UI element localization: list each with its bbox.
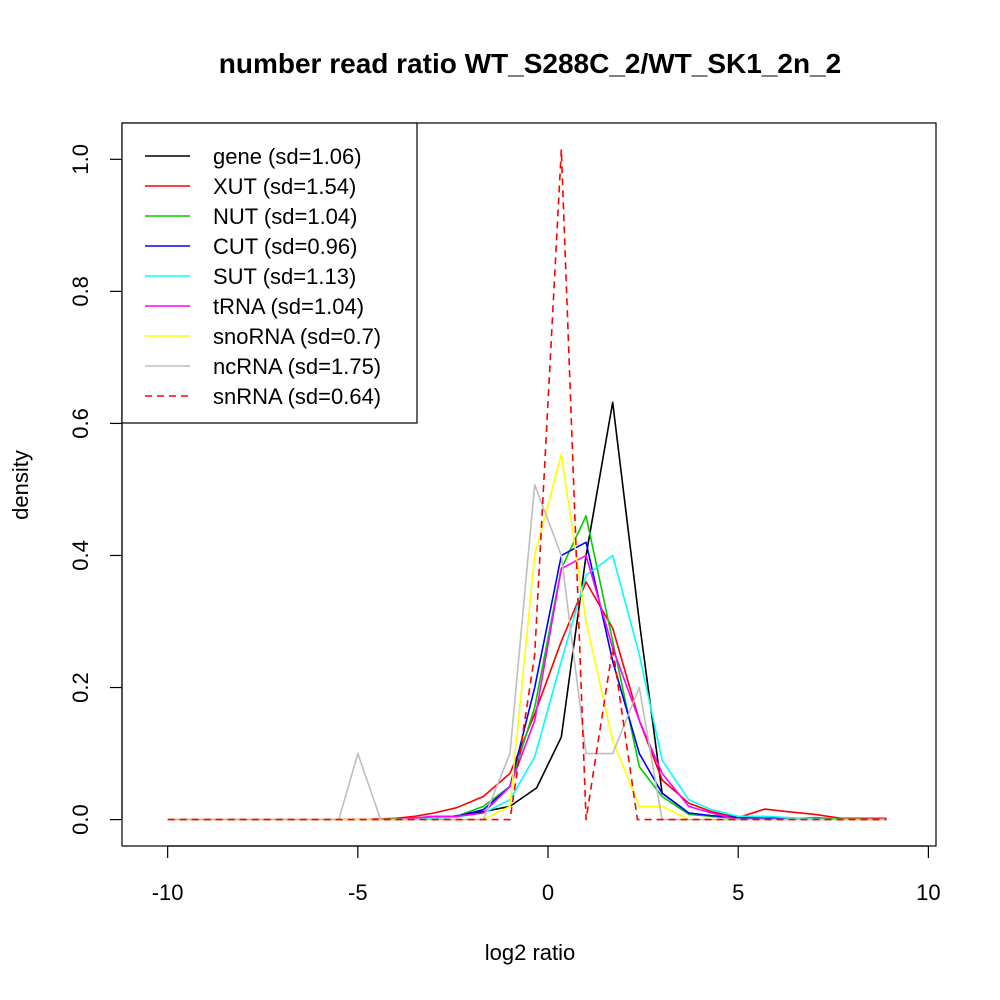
legend-label-7: ncRNA (sd=1.75) — [213, 354, 381, 379]
legend-label-0: gene (sd=1.06) — [213, 144, 362, 169]
legend: gene (sd=1.06) XUT (sd=1.54) NUT (sd=1.04)… — [121, 122, 418, 424]
y-tick-label: 0.6 — [68, 408, 93, 439]
legend-label-6: snoRNA (sd=0.7) — [213, 324, 381, 349]
x-axis-label: log2 ratio — [485, 940, 576, 965]
y-tick-label: 0.4 — [68, 540, 93, 571]
legend-label-8: snRNA (sd=0.64) — [213, 384, 381, 409]
legend-label-5: tRNA (sd=1.04) — [213, 294, 364, 319]
legend-label-3: CUT (sd=0.96) — [213, 234, 357, 259]
legend-box — [121, 122, 418, 424]
x-tick-label: 10 — [916, 880, 940, 905]
series-lines — [167, 148, 887, 821]
chart-title: number read ratio WT_S288C_2/WT_SK1_2n_2 — [219, 48, 841, 79]
y-tick-label: 1.0 — [68, 144, 93, 175]
y-tick-label: 0.0 — [68, 804, 93, 835]
x-axis: -10 -5 0 5 10 — [152, 845, 941, 905]
series-line-8 — [167, 148, 887, 821]
x-tick-label: 5 — [732, 880, 744, 905]
x-tick-label: 0 — [542, 880, 554, 905]
y-axis: 0.0 0.2 0.4 0.6 0.8 1.0 — [68, 144, 123, 835]
legend-label-4: SUT (sd=1.13) — [213, 264, 356, 289]
series-line-7 — [167, 484, 887, 821]
y-tick-label: 0.2 — [68, 672, 93, 703]
y-tick-label: 0.8 — [68, 276, 93, 307]
x-tick-label: -10 — [152, 880, 184, 905]
y-axis-label: density — [8, 450, 33, 520]
legend-label-1: XUT (sd=1.54) — [213, 174, 356, 199]
x-tick-label: -5 — [348, 880, 368, 905]
legend-label-2: NUT (sd=1.04) — [213, 204, 357, 229]
